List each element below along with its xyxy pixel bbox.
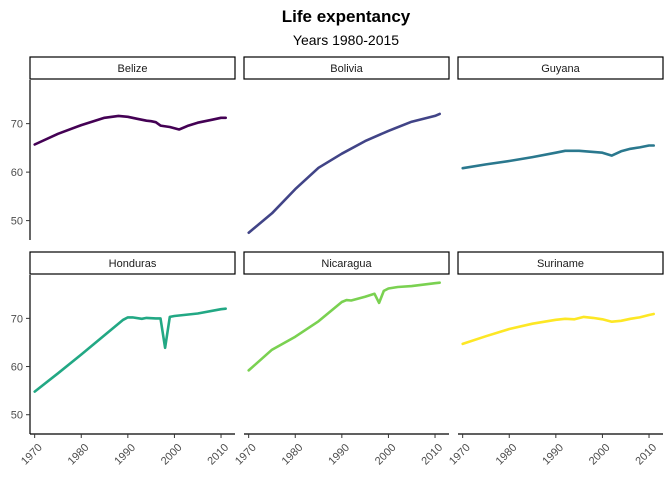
- x-tick-label: 2010: [633, 442, 659, 468]
- strip-label: Honduras: [109, 258, 157, 270]
- x-tick-label: 1970: [447, 442, 473, 468]
- facet-panel-nicaragua: Nicaragua 1970 1980 1990 2000 2010: [233, 251, 450, 468]
- x-tick-label: 1970: [19, 442, 45, 468]
- strip-box: [243, 56, 450, 80]
- strip-label: Guyana: [541, 63, 580, 75]
- strip-label: Belize: [118, 63, 148, 75]
- strip-label: Suriname: [537, 258, 584, 270]
- facet-panel-belize: Belize 50 60 70: [11, 56, 236, 240]
- strip-box: [457, 251, 664, 275]
- series-line-guyana: [461, 144, 655, 170]
- facet-panel-suriname: Suriname 1970 1980 1990 2000 2010: [447, 251, 664, 468]
- chart-subtitle: Years 1980-2015: [293, 32, 399, 48]
- series-line-belize: [33, 114, 227, 146]
- x-tick-label: 1980: [280, 442, 306, 468]
- series-line-nicaragua: [247, 281, 441, 372]
- x-tick-label: 2000: [159, 442, 185, 468]
- y-tick-label: 70: [11, 119, 23, 131]
- strip-box: [457, 56, 664, 80]
- facet-panel-guyana: Guyana: [457, 56, 664, 170]
- series-line-suriname: [461, 312, 655, 346]
- x-tick-label: 1990: [326, 442, 352, 468]
- chart-title: Life expentancy: [282, 7, 411, 26]
- series-line-bolivia: [247, 112, 441, 234]
- y-tick-label: 70: [11, 313, 23, 325]
- strip-label: Bolivia: [330, 63, 363, 75]
- series-line-honduras: [33, 307, 227, 393]
- facet-panel-honduras: Honduras 50 60 70 1970 1980 1990 2000 2010: [11, 251, 236, 468]
- x-tick-label: 1990: [112, 442, 138, 468]
- y-tick-label: 60: [11, 167, 23, 179]
- x-tick-label: 2010: [419, 442, 445, 468]
- x-tick-label: 1970: [233, 442, 259, 468]
- x-tick-label: 2000: [587, 442, 613, 468]
- facet-panel-bolivia: Bolivia: [243, 56, 450, 234]
- y-tick-label: 50: [11, 410, 23, 422]
- facet-panels: Belize 50 60 70 Bolivia Guyana Honduras 50 60 70 1…: [11, 56, 664, 468]
- strip-box: [243, 251, 450, 275]
- strip-box: [29, 251, 236, 275]
- x-tick-label: 2010: [205, 442, 231, 468]
- x-tick-label: 1980: [494, 442, 520, 468]
- y-tick-label: 50: [11, 216, 23, 228]
- strip-box: [29, 56, 236, 80]
- x-tick-label: 1980: [66, 442, 92, 468]
- strip-label: Nicaragua: [321, 258, 372, 270]
- y-tick-label: 60: [11, 362, 23, 374]
- x-tick-label: 2000: [373, 442, 399, 468]
- x-tick-label: 1990: [540, 442, 566, 468]
